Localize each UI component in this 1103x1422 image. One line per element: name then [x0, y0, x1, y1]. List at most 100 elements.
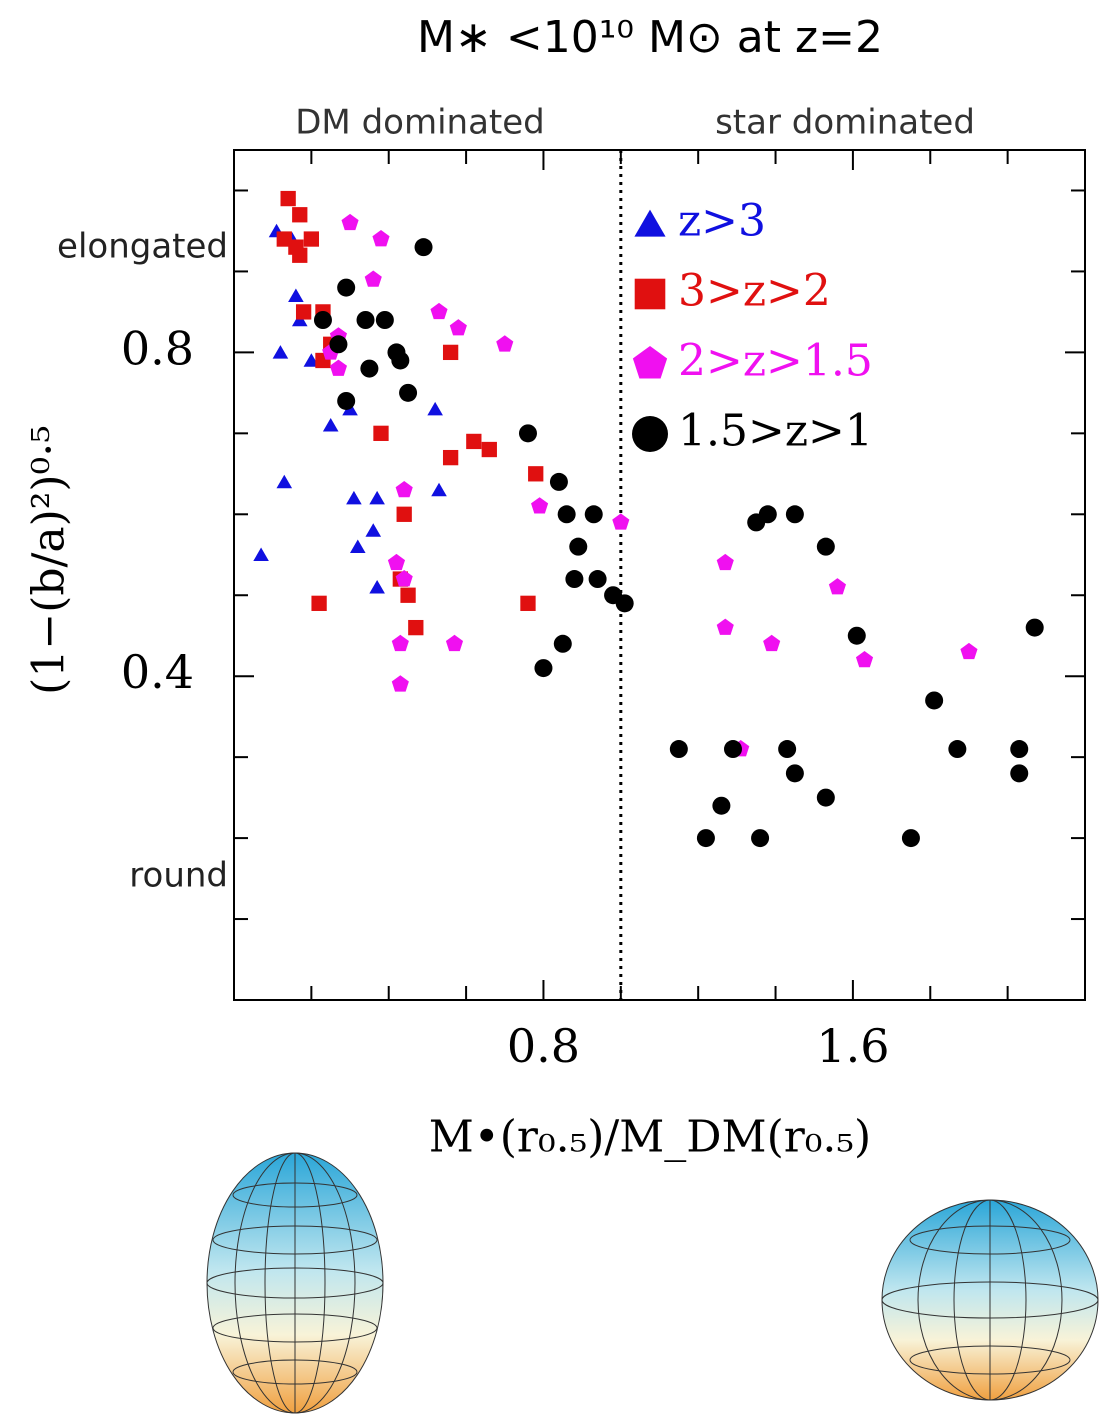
- data-point: [481, 441, 497, 458]
- data-point: [375, 311, 394, 329]
- data-point: [337, 391, 356, 410]
- data-point: [785, 764, 804, 783]
- data-point: [313, 311, 332, 329]
- data-point: [395, 481, 413, 498]
- data-point: [531, 497, 549, 514]
- y-annotation: elongated: [57, 227, 228, 267]
- data-point: [496, 335, 514, 352]
- region-label: DM dominated: [295, 103, 545, 143]
- data-point: [716, 553, 734, 571]
- data-point: [280, 190, 296, 207]
- data-point: [520, 595, 536, 611]
- data-point: [341, 213, 359, 231]
- data-point: [1010, 740, 1029, 759]
- data-point: [778, 740, 797, 759]
- data-point: [696, 829, 715, 848]
- data-point: [430, 302, 448, 320]
- data-point: [445, 634, 464, 652]
- data-point: [960, 642, 978, 660]
- data-point: [615, 594, 634, 613]
- data-point: [399, 383, 418, 402]
- data-point: [365, 523, 382, 537]
- data-point: [751, 829, 770, 848]
- data-point: [785, 505, 804, 524]
- legend-label: 1.5>z>1: [678, 406, 873, 457]
- legend-label: z>3: [678, 196, 766, 247]
- data-point: [292, 207, 308, 223]
- data-point: [569, 537, 588, 556]
- data-point: [276, 231, 292, 247]
- data-point: [669, 740, 688, 759]
- x-axis-label: M•(r₀.₅)/M_DM(r₀.₅): [429, 1112, 871, 1163]
- region-label: star dominated: [715, 103, 975, 143]
- data-point: [758, 505, 777, 524]
- data-point: [369, 579, 385, 594]
- data-point: [528, 466, 544, 482]
- data-point: [612, 513, 630, 530]
- data-point: [847, 626, 866, 645]
- data-point: [295, 304, 312, 320]
- data-point: [948, 740, 967, 759]
- data-point: [364, 270, 382, 287]
- legend-marker: [634, 278, 666, 310]
- data-point: [396, 506, 412, 522]
- data-point: [303, 353, 320, 367]
- legend-marker: [634, 209, 666, 237]
- data-point: [288, 288, 304, 303]
- data-point: [360, 359, 379, 378]
- data-point: [395, 570, 413, 587]
- data-point: [369, 490, 385, 505]
- data-point: [356, 311, 375, 329]
- data-point: [391, 675, 409, 692]
- data-point: [549, 472, 568, 491]
- data-point: [391, 634, 409, 652]
- data-point: [901, 829, 920, 848]
- y-tick-label: 0.8: [121, 321, 194, 375]
- data-point: [253, 547, 269, 562]
- data-point: [723, 740, 742, 759]
- data-point: [303, 231, 320, 247]
- data-point: [292, 247, 308, 263]
- data-point: [716, 618, 734, 635]
- data-point: [763, 634, 781, 652]
- data-point: [588, 570, 607, 589]
- data-point: [925, 691, 944, 710]
- data-point: [329, 335, 348, 354]
- data-point: [349, 539, 366, 553]
- x-tick-label: 1.6: [816, 1019, 889, 1073]
- data-point: [400, 587, 416, 603]
- data-point: [816, 788, 835, 807]
- data-point: [329, 359, 348, 376]
- x-tick-label: 0.8: [507, 1019, 580, 1073]
- data-point: [373, 425, 389, 441]
- data-point: [449, 319, 467, 336]
- data-point: [311, 595, 327, 611]
- data-point: [391, 351, 410, 370]
- y-axis-label: (1−(b/a)²)⁰·⁵: [24, 425, 75, 695]
- plot-frame: [233, 149, 1086, 1001]
- y-tick-label: 0.4: [121, 645, 194, 699]
- data-point: [346, 490, 362, 505]
- data-point: [442, 449, 459, 466]
- data-point: [553, 634, 572, 653]
- data-point: [816, 537, 835, 556]
- data-point: [855, 651, 874, 668]
- data-point: [431, 482, 447, 497]
- legend-marker: [632, 346, 668, 379]
- data-point: [518, 424, 537, 443]
- data-point: [427, 401, 443, 416]
- data-point: [466, 433, 482, 450]
- data-point: [534, 659, 553, 678]
- data-point: [584, 505, 603, 524]
- elongated-ellipsoid: [206, 1152, 384, 1414]
- y-annotation: round: [129, 856, 228, 896]
- round-ellipsoid: [881, 1199, 1099, 1401]
- data-point: [565, 570, 584, 589]
- data-point: [276, 474, 293, 489]
- data-point: [414, 238, 433, 257]
- data-point: [372, 230, 390, 247]
- data-point: [828, 578, 846, 595]
- data-point: [272, 345, 289, 359]
- data-point: [337, 278, 356, 297]
